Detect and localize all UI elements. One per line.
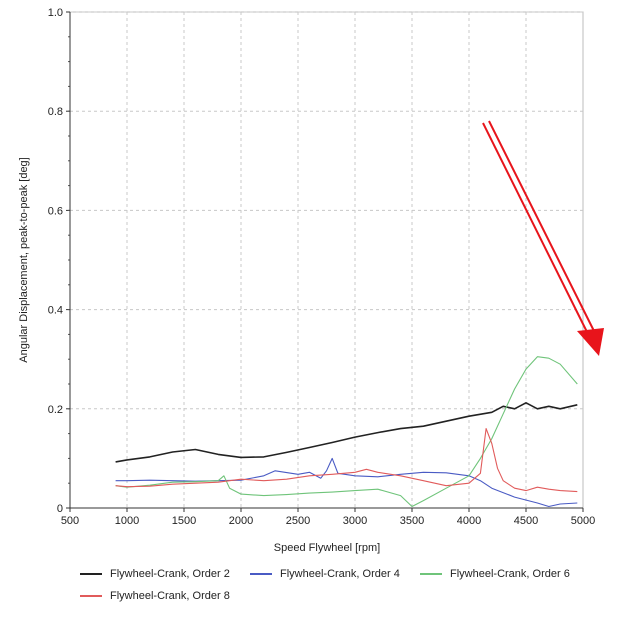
arrow-shaft-line <box>482 122 589 335</box>
legend-swatch <box>80 595 102 597</box>
legend-label: Flywheel-Crank, Order 8 <box>110 590 230 602</box>
legend-item-order-6: Flywheel-Crank, Order 6 <box>420 568 570 580</box>
y-axis-label: Angular Displacement, peak-to-peak [deg] <box>18 157 30 362</box>
x-tick-label: 1500 <box>172 515 196 527</box>
x-tick-label: 5000 <box>571 515 595 527</box>
y-tick-label: 0.6 <box>48 205 63 217</box>
legend-label: Flywheel-Crank, Order 2 <box>110 568 230 580</box>
grid <box>69 11 584 509</box>
legend-item-order-8: Flywheel-Crank, Order 8 <box>80 590 230 602</box>
legend-swatch <box>250 573 272 575</box>
x-tick-label: 1000 <box>115 515 139 527</box>
series-line-4 <box>115 428 578 493</box>
x-tick-label: 3500 <box>400 515 424 527</box>
x-tick-label: 500 <box>61 515 79 527</box>
legend-label: Flywheel-Crank, Order 4 <box>280 568 400 580</box>
series-line-3 <box>115 356 578 508</box>
legend-swatch <box>80 573 102 575</box>
arrow-shaft-line <box>488 120 595 332</box>
x-tick-label: 3000 <box>343 515 367 527</box>
axes: 500 1000 1500 2000 2500 3000 3500 4000 4500 5000 0… <box>48 7 596 527</box>
x-tick-label: 4500 <box>514 515 538 527</box>
y-tick-label: 0.8 <box>48 106 63 118</box>
series-group <box>115 356 578 508</box>
y-tick-label: 0 <box>57 503 63 515</box>
legend-swatch <box>420 573 442 575</box>
x-axis-label: Speed Flywheel [rpm] <box>274 542 380 554</box>
series-line-1 <box>115 401 578 463</box>
arrow-head <box>577 328 604 356</box>
legend-label: Flywheel-Crank, Order 6 <box>450 568 570 580</box>
y-tick-label: 0.2 <box>48 404 63 416</box>
y-tick-label: 1.0 <box>48 7 63 19</box>
x-tick-label: 2500 <box>286 515 310 527</box>
x-tick-label: 2000 <box>229 515 253 527</box>
legend-item-order-2: Flywheel-Crank, Order 2 <box>80 568 230 580</box>
plot-frame <box>69 11 584 509</box>
red-arrow-annotation <box>482 120 604 356</box>
x-tick-label: 4000 <box>457 515 481 527</box>
y-tick-label: 0.4 <box>48 305 63 317</box>
legend-item-order-4: Flywheel-Crank, Order 4 <box>250 568 400 580</box>
